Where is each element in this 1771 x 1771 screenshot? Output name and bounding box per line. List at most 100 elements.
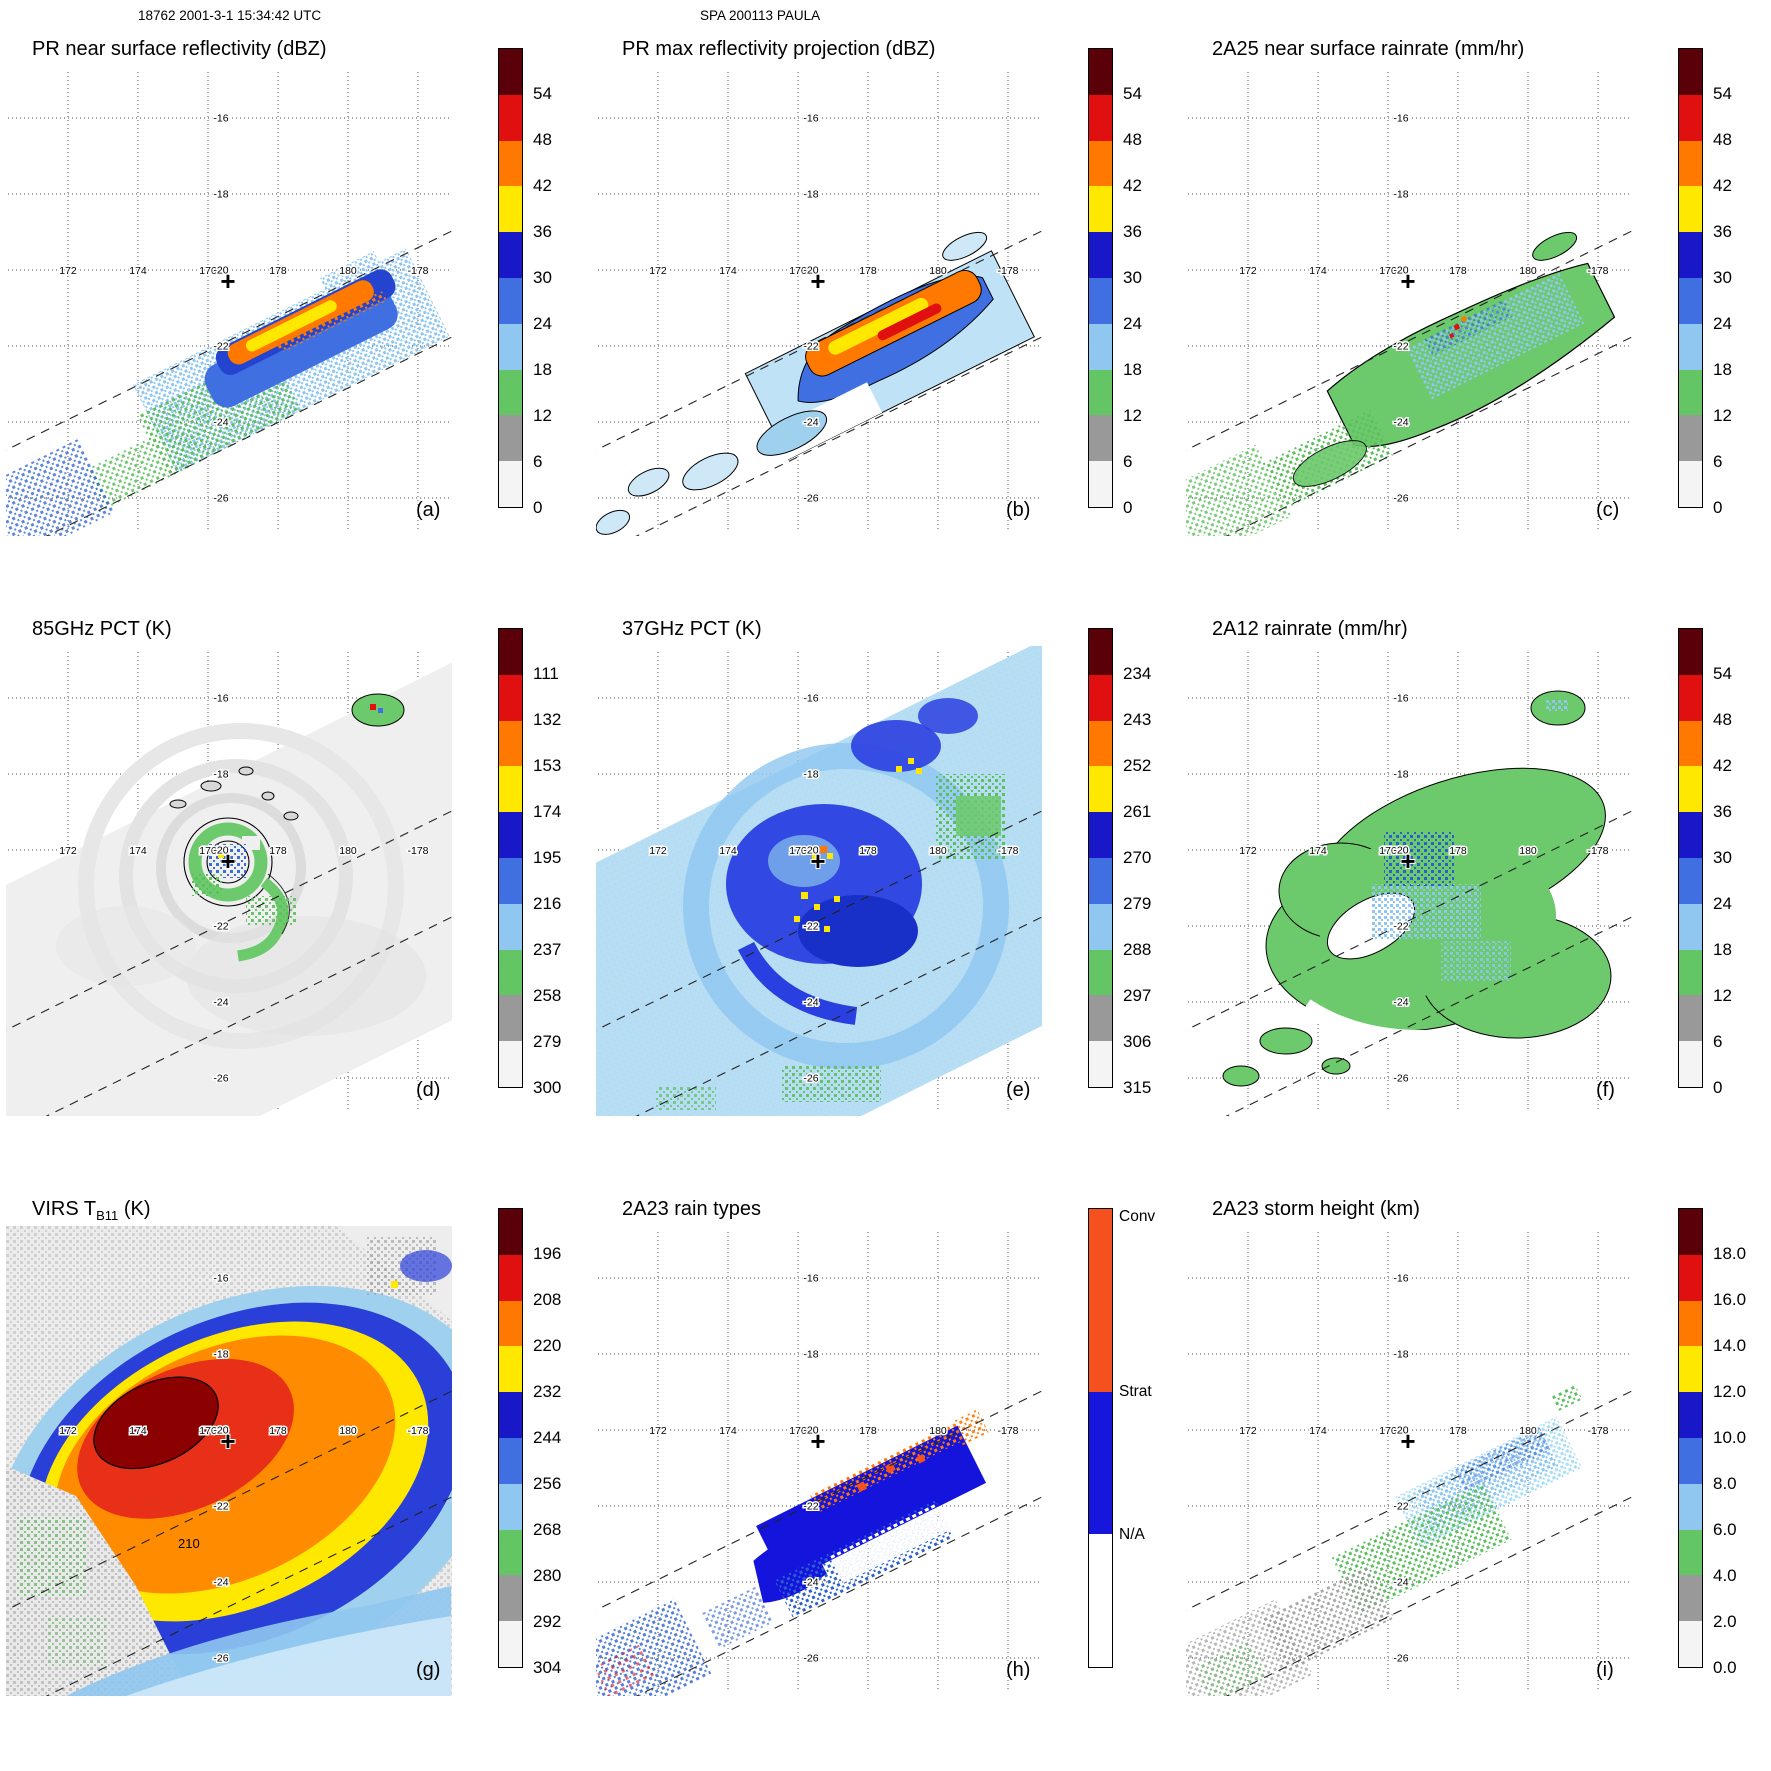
colorbar-segment [1679, 1209, 1702, 1255]
svg-text:176: 176 [789, 265, 807, 277]
colorbar-segment [1089, 323, 1112, 370]
colorbar: 234 243 252 261 270 279 288 297 306 315 [1088, 628, 1178, 1106]
colorbar-tick-label: 261 [1123, 802, 1152, 821]
panel-title: 2A23 storm height (km) [1212, 1198, 1420, 1220]
svg-text:178: 178 [859, 1425, 877, 1437]
colorbar-tick-label: 0 [1123, 498, 1133, 517]
colorbar-segment [1089, 1392, 1112, 1535]
svg-text:-178: -178 [407, 845, 428, 857]
colorbar-segment [1679, 1621, 1702, 1667]
storm-center-marker: + [220, 1426, 235, 1456]
colorbar-segment [499, 766, 522, 813]
svg-text:-20: -20 [1393, 265, 1408, 277]
latitude-labels: -16 -18 -20 -22 -24 -26 [802, 1271, 820, 1666]
colorbar-tick-label: 48 [533, 130, 552, 149]
panel-title: 2A23 rain types [622, 1198, 761, 1220]
colorbar-bar [498, 48, 523, 508]
colorbar-segment [1089, 140, 1112, 187]
colorbar-segment [1089, 232, 1112, 278]
colorbar-segment [499, 1483, 522, 1530]
colorbar-segment [499, 369, 522, 416]
colorbar-segment [1089, 949, 1112, 996]
pr-swath-edge-lines [6, 1390, 452, 1696]
colorbar-tick-label: 30 [1713, 268, 1732, 287]
svg-text:-18: -18 [803, 1349, 818, 1361]
colorbar-bar [498, 1208, 523, 1668]
colorbar-tick-label: 252 [1123, 756, 1152, 775]
colorbar-tick-label: 42 [1123, 176, 1142, 195]
colorbar-segment [1089, 94, 1112, 141]
svg-text:-20: -20 [213, 1425, 228, 1437]
svg-text:-20: -20 [803, 265, 818, 277]
colorbar-segment [1679, 1041, 1702, 1087]
map-overlay: 172 174 176 178 180 -178 -16 -18 -20 -22 -24 -26 + (b… [596, 111, 1042, 536]
panel-grid: PR near surface reflectivity (dBZ) 172 17… [0, 30, 1770, 1770]
colorbar-tick-label: 237 [533, 940, 562, 959]
svg-text:-24: -24 [1393, 417, 1408, 429]
colorbar-tick-label: 111 [533, 664, 559, 683]
svg-text:176: 176 [1379, 1425, 1397, 1437]
colorbar-tick-label: 280 [533, 1566, 562, 1585]
svg-text:-22: -22 [1393, 341, 1408, 353]
colorbar-segment [499, 1254, 522, 1301]
svg-text:-18: -18 [213, 189, 228, 201]
colorbar-tick-label: 8.0 [1713, 1474, 1737, 1493]
colorbar-tick-label: 54 [1123, 84, 1142, 103]
latitude-labels: -16 -18 -20 -22 -24 -26 [1392, 111, 1410, 506]
colorbar-segment [499, 949, 522, 996]
map-plot: 172 174 176 178 180 -178 -16 -18 -20 -22 -24 -26 + (d… [6, 652, 452, 1116]
colorbar-segment [499, 94, 522, 141]
svg-text:174: 174 [1309, 845, 1327, 857]
svg-text:-178: -178 [407, 265, 428, 277]
svg-text:-22: -22 [213, 921, 228, 933]
colorbar-segment [499, 232, 522, 278]
panel-tag: (a) [416, 499, 440, 521]
svg-text:-18: -18 [1393, 769, 1408, 781]
svg-text:-16: -16 [803, 113, 818, 125]
colorbar-tick-label: 48 [1713, 710, 1732, 729]
colorbar-tick-label: 0 [533, 498, 543, 517]
colorbar-tick-label: 6 [1713, 1032, 1723, 1051]
svg-text:-26: -26 [1393, 493, 1408, 505]
svg-text:180: 180 [339, 845, 357, 857]
longitude-labels: 172 174 176 178 180 -178 [1238, 1424, 1610, 1439]
colorbar-segment [499, 49, 522, 95]
colorbar-segment [1679, 49, 1702, 95]
longitude-labels: 172 174 176 178 180 -178 [648, 264, 1020, 279]
colorbar-bar [498, 628, 523, 1088]
panel-tag: (h) [1006, 1659, 1030, 1681]
colorbar-tick-label: 297 [1123, 986, 1152, 1005]
svg-text:-26: -26 [1393, 1653, 1408, 1665]
colorbar-segment [1089, 415, 1112, 462]
svg-text:-178: -178 [1587, 1425, 1608, 1437]
svg-text:176: 176 [1379, 845, 1397, 857]
colorbar-bar [1088, 48, 1113, 508]
svg-text:172: 172 [59, 845, 77, 857]
svg-text:-16: -16 [213, 693, 228, 705]
colorbar-segment [1089, 720, 1112, 767]
colorbar-segment [1089, 1041, 1112, 1087]
colorbar-segment [1679, 1437, 1702, 1484]
colorbar-tick-label: 292 [533, 1612, 562, 1631]
colorbar-segment [1089, 766, 1112, 813]
colorbar-tick-label: 279 [1123, 894, 1152, 913]
storm-center-marker: + [1400, 846, 1415, 876]
svg-text:-16: -16 [213, 1273, 228, 1285]
storm-center-marker: + [810, 846, 825, 876]
pr-swath-edge-lines [596, 230, 1042, 536]
colorbar-tick-label: 315 [1123, 1078, 1152, 1097]
svg-text:-20: -20 [803, 1425, 818, 1437]
svg-text:-178: -178 [1587, 265, 1608, 277]
svg-text:-22: -22 [1393, 1501, 1408, 1513]
colorbar-segment [1679, 857, 1702, 904]
svg-text:-20: -20 [213, 845, 228, 857]
latitude-labels: -16 -18 -20 -22 -24 -26 [1392, 1271, 1410, 1666]
svg-text:-26: -26 [803, 1653, 818, 1665]
colorbar-segment [1089, 369, 1112, 416]
svg-text:180: 180 [339, 1425, 357, 1437]
colorbar-segment [1089, 903, 1112, 950]
colorbar-tick-label: 6 [1713, 452, 1723, 471]
panel-i: 2A23 storm height (km) 172 174 176 178 180 -1… [1180, 1190, 1770, 1770]
panel-b: PR max reflectivity projection (dBZ) 1 [590, 30, 1180, 610]
colorbar-tick-label: 0 [1713, 498, 1723, 517]
